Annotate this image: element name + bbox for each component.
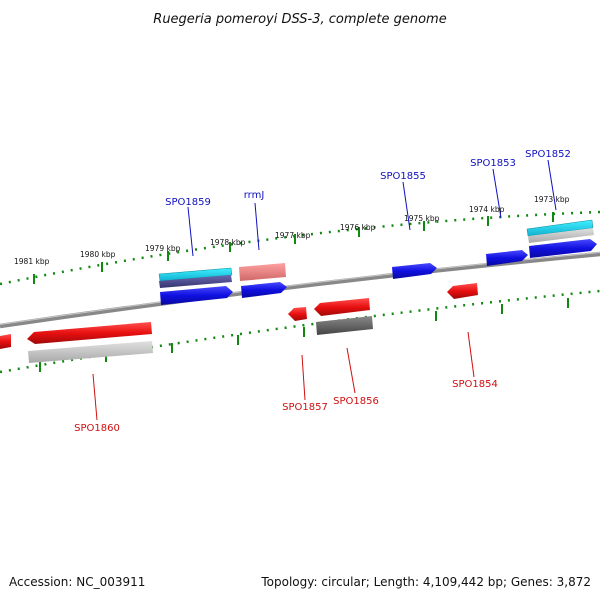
cds-spo1853[interactable] xyxy=(486,250,528,266)
gene-label-spo1860[interactable]: SPO1860 xyxy=(74,423,120,434)
cds-left-edge[interactable] xyxy=(0,334,11,349)
forward-leader-lines xyxy=(187,159,557,257)
gene-label-spo1856[interactable]: SPO1856 xyxy=(333,396,379,407)
scale-label-1973: 1973 kbp xyxy=(534,195,570,204)
gene-label-spo1859[interactable]: SPO1859 xyxy=(165,197,211,208)
cds-spo1859[interactable] xyxy=(160,286,233,305)
gene-feature-spo1852-grey[interactable] xyxy=(528,228,594,243)
reverse-leader-lines xyxy=(92,331,475,421)
cds-spo1860[interactable] xyxy=(27,322,152,344)
cds-spo1855[interactable] xyxy=(392,263,437,279)
gene-label-spo1855[interactable]: SPO1855 xyxy=(380,171,426,182)
cds-spo1852[interactable] xyxy=(529,239,597,258)
gene-feature-spo1859-slate[interactable] xyxy=(159,275,232,288)
gene-feature-spo1860-grey[interactable] xyxy=(28,341,153,363)
cds-spo1856[interactable] xyxy=(314,298,370,316)
gene-label-spo1854[interactable]: SPO1854 xyxy=(452,379,498,390)
scale-label-1978: 1978 kbp xyxy=(210,238,246,247)
gene-label-spo1852[interactable]: SPO1852 xyxy=(525,149,571,160)
scale-label-1975: 1975 kbp xyxy=(404,214,440,223)
gene-label-spo1857[interactable]: SPO1857 xyxy=(282,402,328,413)
scale-label-1981: 1981 kbp xyxy=(14,257,50,266)
gene-feature-spo1856-dark[interactable] xyxy=(316,316,373,335)
gene-feature-rrmj-pink[interactable] xyxy=(239,263,286,281)
scale-label-1980: 1980 kbp xyxy=(80,250,116,259)
gene-feature-spo1859-cyan[interactable] xyxy=(158,267,233,282)
gene-label-spo1853[interactable]: SPO1853 xyxy=(470,158,516,169)
cds-spo1857[interactable] xyxy=(288,307,307,321)
genome-summary-text: Topology: circular; Length: 4,109,442 bp… xyxy=(260,575,591,589)
cds-spo1854[interactable] xyxy=(447,283,478,299)
accession-text: Accession: NC_003911 xyxy=(9,575,145,589)
cds-rrmj[interactable] xyxy=(241,282,287,298)
scale-label-1974: 1974 kbp xyxy=(469,205,505,214)
scale-label-1979: 1979 kbp xyxy=(145,244,181,253)
forward-scale-track xyxy=(0,210,600,286)
reverse-scale-track xyxy=(0,289,600,374)
scale-label-1977: 1977 kbp xyxy=(275,231,311,240)
scale-label-1976: 1976 kbp xyxy=(340,223,376,232)
genome-backbone xyxy=(0,251,600,329)
gene-label-rrmj[interactable]: rrmJ xyxy=(244,190,265,201)
map-title: Ruegeria pomeroyi DSS-3, complete genome xyxy=(153,12,446,27)
